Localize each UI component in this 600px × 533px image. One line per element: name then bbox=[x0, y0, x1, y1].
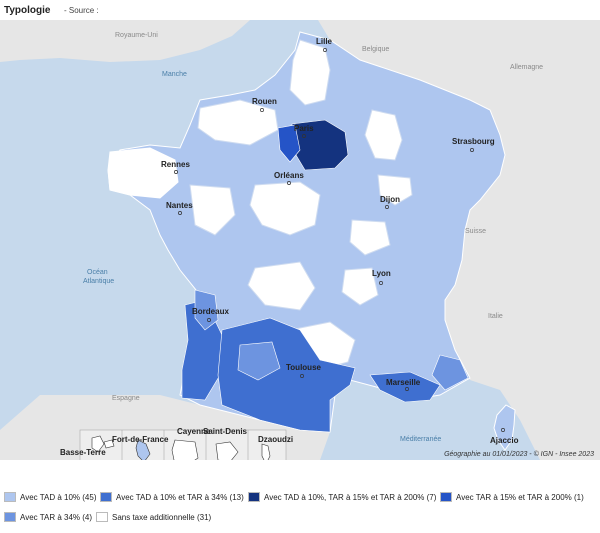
city-dot-bordeaux bbox=[207, 318, 211, 322]
island-reunion bbox=[215, 441, 239, 460]
city-label-lyon: Lyon bbox=[372, 269, 391, 278]
city-dot-nantes bbox=[178, 211, 182, 215]
country-label-spain: Espagne bbox=[112, 395, 140, 402]
city-dot-strasbourg bbox=[470, 148, 474, 152]
city-label-marseille: Marseille bbox=[386, 378, 421, 387]
city-label-ajaccio: Ajaccio bbox=[490, 436, 519, 445]
sea-label-ocean: Océan bbox=[87, 269, 108, 276]
legend-swatch bbox=[4, 492, 16, 502]
zone-tar15-200-west-paris[interactable] bbox=[277, 124, 301, 163]
city-dot-lille bbox=[323, 48, 327, 52]
city-label-toulouse: Toulouse bbox=[286, 363, 322, 372]
overseas-label-cayenne: Cayenne bbox=[177, 427, 211, 436]
country-label-germany: Allemagne bbox=[510, 64, 543, 71]
legend-swatch bbox=[100, 492, 112, 502]
sea-label-manche: Manche bbox=[162, 71, 187, 78]
island-mayotte bbox=[261, 443, 271, 460]
legend-item-tad10-tar15-tar200[interactable]: Avec TAD à 10%, TAR à 15% et TAR à 200% … bbox=[248, 492, 436, 502]
city-label-orleans: Orléans bbox=[274, 171, 304, 180]
city-dot-orleans bbox=[287, 181, 291, 185]
legend-swatch bbox=[4, 512, 16, 522]
city-label-strasbourg: Strasbourg bbox=[452, 137, 495, 146]
zone-none-west[interactable] bbox=[189, 184, 236, 236]
zone-none-rhone[interactable] bbox=[341, 267, 379, 306]
overseas-label-saint-denis: Saint-Denis bbox=[203, 427, 248, 436]
legend-swatch bbox=[96, 512, 108, 522]
city-dot-paris bbox=[302, 134, 306, 138]
legend-item-none[interactable]: Sans taxe additionnelle (31) bbox=[96, 512, 211, 522]
island-guadeloupe bbox=[91, 435, 115, 453]
country-label-belgium: Belgique bbox=[362, 46, 389, 53]
land-europe bbox=[318, 20, 600, 460]
island-guyane bbox=[171, 439, 199, 460]
legend-item-tad10-tar34[interactable]: Avec TAD à 10% et TAR à 34% (13) bbox=[100, 492, 244, 502]
zone-none-east[interactable] bbox=[364, 109, 403, 161]
map-source: - Source : bbox=[64, 6, 99, 15]
zone-tar34-toulouse[interactable] bbox=[237, 341, 281, 381]
zone-none-alps[interactable] bbox=[349, 219, 391, 256]
overseas-label-basse-terre: Basse-Terre bbox=[60, 448, 106, 457]
zone-tad10-tar34-provence[interactable] bbox=[369, 371, 441, 403]
city-dot-toulouse bbox=[300, 374, 304, 378]
legend-swatch bbox=[440, 492, 452, 502]
city-dot-rouen bbox=[260, 108, 264, 112]
legend-item-tad10[interactable]: Avec TAD à 10% (45) bbox=[4, 492, 96, 502]
city-label-nantes: Nantes bbox=[166, 201, 193, 210]
country-label-italy: Italie bbox=[488, 313, 503, 320]
legend-label: Avec TAD à 10%, TAR à 15% et TAR à 200% … bbox=[264, 492, 437, 502]
city-dot-ajaccio bbox=[501, 428, 505, 432]
city-dot-marseille bbox=[405, 387, 409, 391]
legend: Avec TAD à 10% (45) Avec TAD à 10% et TA… bbox=[0, 486, 600, 531]
zone-tar34-gironde[interactable] bbox=[194, 289, 219, 331]
zone-none-alsace[interactable] bbox=[377, 174, 413, 206]
legend-swatch bbox=[248, 492, 260, 502]
zone-tar34-var[interactable] bbox=[431, 354, 469, 391]
legend-label: Avec TAR à 15% et TAR à 200% (1) bbox=[456, 492, 584, 502]
land-uk bbox=[0, 20, 250, 62]
legend-label: Avec TAD à 10% (45) bbox=[20, 492, 97, 502]
city-dot-dijon bbox=[385, 205, 389, 209]
zone-none-centre[interactable] bbox=[249, 181, 321, 236]
city-label-rennes: Rennes bbox=[161, 160, 190, 169]
city-label-lille: Lille bbox=[316, 37, 333, 46]
zone-none-brittany[interactable] bbox=[107, 147, 179, 199]
zone-none-massif[interactable] bbox=[247, 261, 316, 311]
city-dot-rennes bbox=[174, 170, 178, 174]
overseas-label-fort-de-france: Fort-de-France bbox=[112, 435, 169, 444]
land-corsica bbox=[493, 404, 516, 451]
map-title: Typologie bbox=[4, 5, 51, 16]
city-dot-lyon bbox=[379, 281, 383, 285]
city-markers bbox=[174, 48, 505, 432]
city-label-paris: Paris bbox=[294, 124, 314, 133]
legend-item-tar15-tar200[interactable]: Avec TAR à 15% et TAR à 200% (1) bbox=[440, 492, 584, 502]
zone-none-normandy[interactable] bbox=[197, 99, 279, 146]
legend-item-tar34[interactable]: Avec TAR à 34% (4) bbox=[4, 512, 92, 522]
country-label-uk: Royaume-Uni bbox=[115, 32, 158, 39]
country-label-switzerland: Suisse bbox=[465, 228, 486, 235]
legend-label: Sans taxe additionnelle (31) bbox=[112, 512, 212, 522]
legend-label: Avec TAR à 34% (4) bbox=[20, 512, 93, 522]
island-martinique bbox=[135, 439, 151, 460]
overseas-label-dzaoudzi: Dzaoudzi bbox=[258, 435, 293, 444]
legend-label: Avec TAD à 10% et TAR à 34% (13) bbox=[116, 492, 244, 502]
city-label-dijon: Dijon bbox=[380, 195, 400, 204]
city-label-rouen: Rouen bbox=[252, 97, 277, 106]
map-canvas[interactable]: Royaume-Uni Belgique Allemagne Suisse It… bbox=[0, 20, 600, 460]
sea-label-mediterranee: Méditerranée bbox=[400, 436, 441, 443]
header: Typologie - Source : bbox=[0, 0, 600, 20]
city-label-bordeaux: Bordeaux bbox=[192, 307, 229, 316]
sea-label-atlantique: Atlantique bbox=[83, 278, 114, 285]
overseas-inset: Basse-Terre Fort-de-France Cayenne Saint… bbox=[60, 427, 293, 460]
map-credit: Géographie au 01/01/2023 - © IGN - Insee… bbox=[444, 451, 594, 458]
